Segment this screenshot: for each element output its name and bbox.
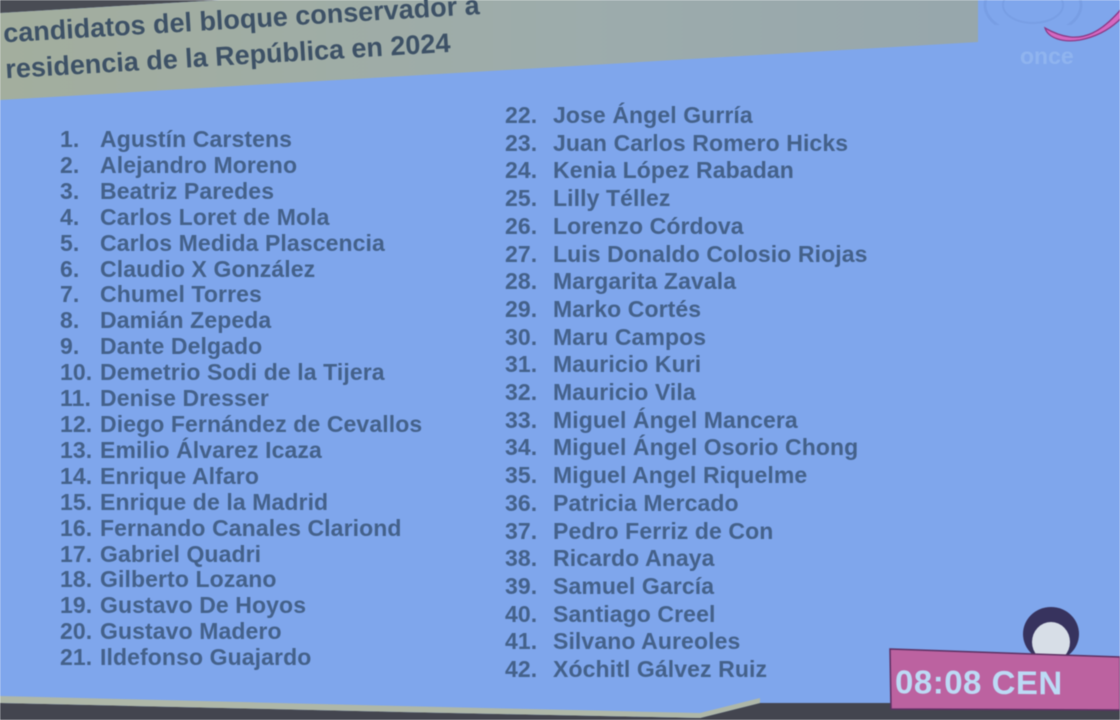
svg-text:once: once <box>1020 43 1074 69</box>
